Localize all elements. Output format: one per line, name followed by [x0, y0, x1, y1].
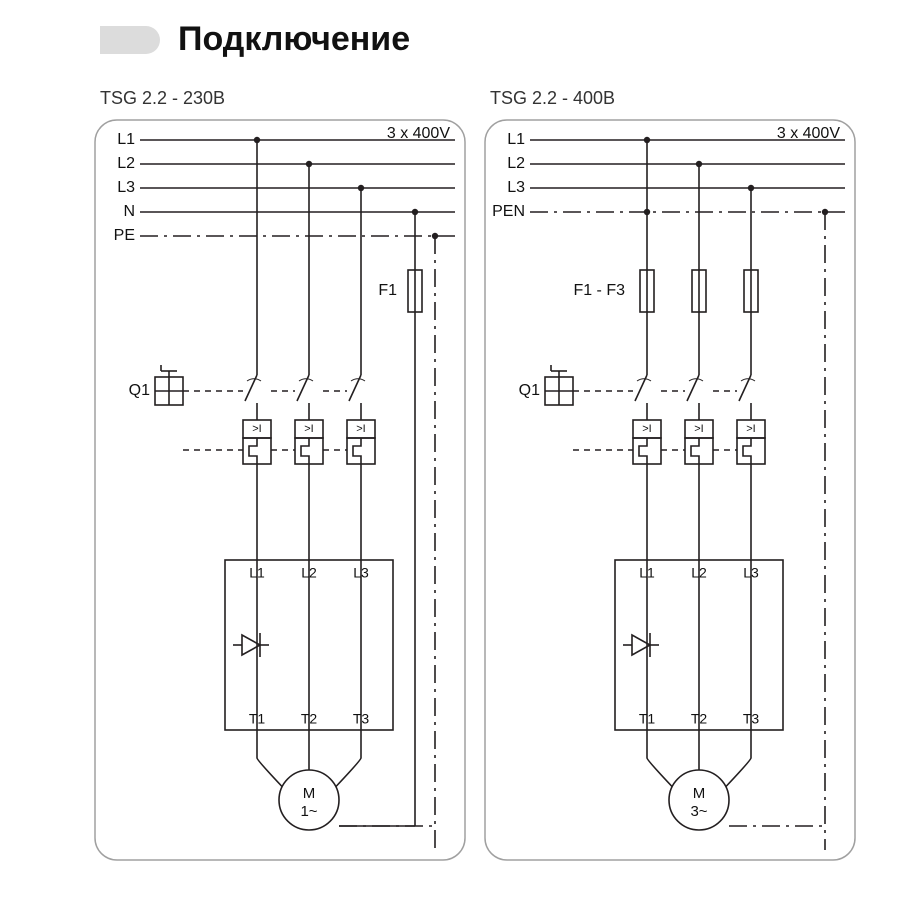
- wiring-panel: L1 L2 L3 PEN 3 x 400V >I >I >I F1 - F3 Q1 L1 T1 L2 T2…: [485, 120, 855, 860]
- svg-text:L2: L2: [301, 565, 317, 581]
- svg-text:F1: F1: [378, 282, 397, 299]
- svg-text:T1: T1: [249, 711, 266, 727]
- diagram-canvas: L1 L2 L3 N PE 3 x 400V F1 >I >I >I Q1 L1 T1 L2 T2 L3 T3 M…: [0, 0, 900, 900]
- svg-text:>I: >I: [642, 423, 651, 435]
- svg-text:3 x 400V: 3 x 400V: [777, 125, 840, 142]
- svg-text:1~: 1~: [300, 803, 317, 820]
- svg-text:3~: 3~: [690, 803, 707, 820]
- panel-subtitle: TSG 2.2 - 230В: [100, 88, 225, 109]
- svg-text:Q1: Q1: [519, 382, 540, 399]
- svg-text:M: M: [303, 785, 316, 802]
- header-bullet-icon: [100, 26, 160, 54]
- svg-text:T1: T1: [639, 711, 656, 727]
- svg-text:T2: T2: [301, 711, 318, 727]
- svg-text:PEN: PEN: [492, 203, 525, 220]
- svg-text:N: N: [123, 203, 135, 220]
- page-title: Подключение: [178, 20, 410, 59]
- wiring-panel: L1 L2 L3 N PE 3 x 400V F1 >I >I >I Q1 L1 T1 L2 T2 L3 T3 M…: [95, 120, 465, 860]
- svg-text:L1: L1: [249, 565, 265, 581]
- svg-text:T3: T3: [743, 711, 760, 727]
- svg-text:L2: L2: [507, 155, 525, 172]
- svg-text:Q1: Q1: [129, 382, 150, 399]
- svg-text:M: M: [693, 785, 706, 802]
- svg-text:L3: L3: [353, 565, 369, 581]
- svg-text:L1: L1: [639, 565, 655, 581]
- svg-text:L1: L1: [117, 131, 135, 148]
- svg-text:L2: L2: [117, 155, 135, 172]
- svg-text:T3: T3: [353, 711, 370, 727]
- svg-text:PE: PE: [114, 227, 135, 244]
- svg-text:L1: L1: [507, 131, 525, 148]
- panel-subtitle: TSG 2.2 - 400В: [490, 88, 615, 109]
- svg-text:L3: L3: [507, 179, 525, 196]
- svg-text:>I: >I: [304, 423, 313, 435]
- svg-text:L3: L3: [117, 179, 135, 196]
- svg-text:T2: T2: [691, 711, 708, 727]
- svg-text:>I: >I: [356, 423, 365, 435]
- svg-text:F1 - F3: F1 - F3: [573, 282, 625, 299]
- svg-text:>I: >I: [694, 423, 703, 435]
- svg-text:>I: >I: [252, 423, 261, 435]
- svg-text:>I: >I: [746, 423, 755, 435]
- svg-text:L2: L2: [691, 565, 707, 581]
- svg-text:3 x 400V: 3 x 400V: [387, 125, 450, 142]
- svg-text:L3: L3: [743, 565, 759, 581]
